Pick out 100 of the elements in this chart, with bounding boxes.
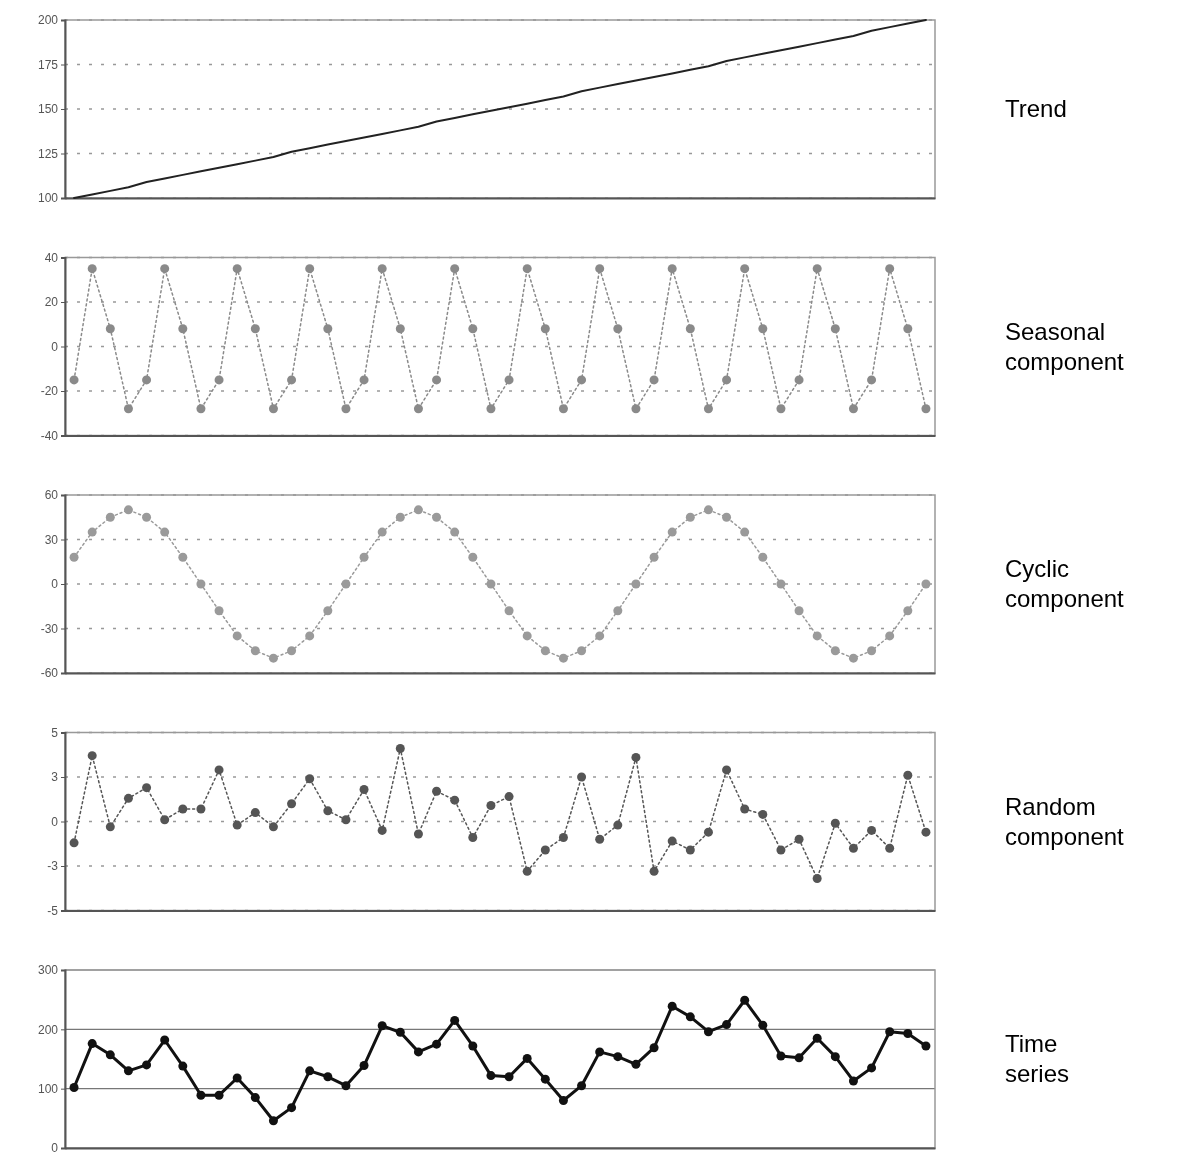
point (196, 404, 206, 414)
point (305, 264, 315, 274)
point (867, 375, 877, 385)
point (250, 646, 260, 656)
point (703, 505, 713, 515)
point (504, 792, 514, 802)
y-tick-label: 100 (37, 191, 59, 206)
y-tick-label: 200 (37, 1022, 59, 1037)
point (558, 833, 568, 843)
point (323, 606, 333, 616)
point (722, 765, 732, 775)
point (522, 264, 532, 274)
y-tick-label: 0 (51, 814, 59, 829)
point (468, 552, 478, 562)
y-tick-label: 40 (44, 250, 59, 265)
y-tick-label: -5 (47, 903, 59, 918)
point (232, 264, 242, 274)
point (178, 552, 188, 562)
point (250, 808, 260, 818)
point (450, 1015, 460, 1025)
point (595, 834, 605, 844)
point (268, 404, 278, 414)
point (395, 324, 405, 334)
point (486, 800, 496, 810)
point (87, 527, 97, 537)
point (468, 1041, 478, 1051)
point (214, 606, 224, 616)
point (432, 786, 442, 796)
point (577, 772, 587, 782)
point (69, 552, 79, 562)
point (885, 264, 895, 274)
point (323, 806, 333, 816)
point (413, 1047, 423, 1057)
point (903, 770, 913, 780)
point (867, 1063, 877, 1073)
point (359, 552, 369, 562)
point (758, 809, 768, 819)
point (558, 653, 568, 663)
point (921, 579, 931, 589)
point (522, 631, 532, 641)
point (540, 845, 550, 855)
y-axis-title: Seasonal component (1005, 317, 1125, 375)
point (631, 404, 641, 414)
point (196, 1090, 206, 1100)
point (504, 375, 514, 385)
point (794, 375, 804, 385)
point (323, 1072, 333, 1082)
point (921, 404, 931, 414)
point (685, 1012, 695, 1022)
point (232, 631, 242, 641)
point (160, 264, 170, 274)
y-tick-label: 60 (44, 488, 59, 503)
point (377, 1021, 387, 1031)
point (160, 815, 170, 825)
point (631, 1059, 641, 1069)
point (486, 579, 496, 589)
point (341, 815, 351, 825)
y-tick-label: 3 (51, 770, 59, 785)
y-tick-label: 0 (51, 339, 59, 354)
y-tick-label: 0 (51, 1141, 59, 1156)
point (359, 375, 369, 385)
point (377, 527, 387, 537)
point (649, 375, 659, 385)
y-tick-label: 300 (37, 963, 59, 978)
point (794, 606, 804, 616)
point (395, 1027, 405, 1037)
point (740, 804, 750, 814)
point (649, 866, 659, 876)
point (432, 1039, 442, 1049)
point (740, 527, 750, 537)
point (123, 404, 133, 414)
point (812, 264, 822, 274)
point (722, 512, 732, 522)
point (540, 1074, 550, 1084)
y-tick-label: 20 (44, 295, 59, 310)
point (867, 646, 877, 656)
point (341, 1081, 351, 1091)
line-series (73, 19, 927, 199)
point (722, 1020, 732, 1030)
point (812, 631, 822, 641)
point (522, 1053, 532, 1063)
point (160, 527, 170, 537)
point (703, 404, 713, 414)
point (123, 505, 133, 515)
point (105, 1050, 115, 1060)
y-axis-title: Random component (1005, 792, 1125, 850)
point (268, 653, 278, 663)
point (577, 375, 587, 385)
point (142, 512, 152, 522)
point (812, 1033, 822, 1043)
point (105, 822, 115, 832)
point (685, 512, 695, 522)
point (287, 1103, 297, 1113)
point (776, 1051, 786, 1061)
point (142, 1060, 152, 1070)
point (178, 324, 188, 334)
point (87, 264, 97, 274)
point (595, 1047, 605, 1057)
y-tick-label: -40 (40, 428, 59, 443)
point (758, 552, 768, 562)
